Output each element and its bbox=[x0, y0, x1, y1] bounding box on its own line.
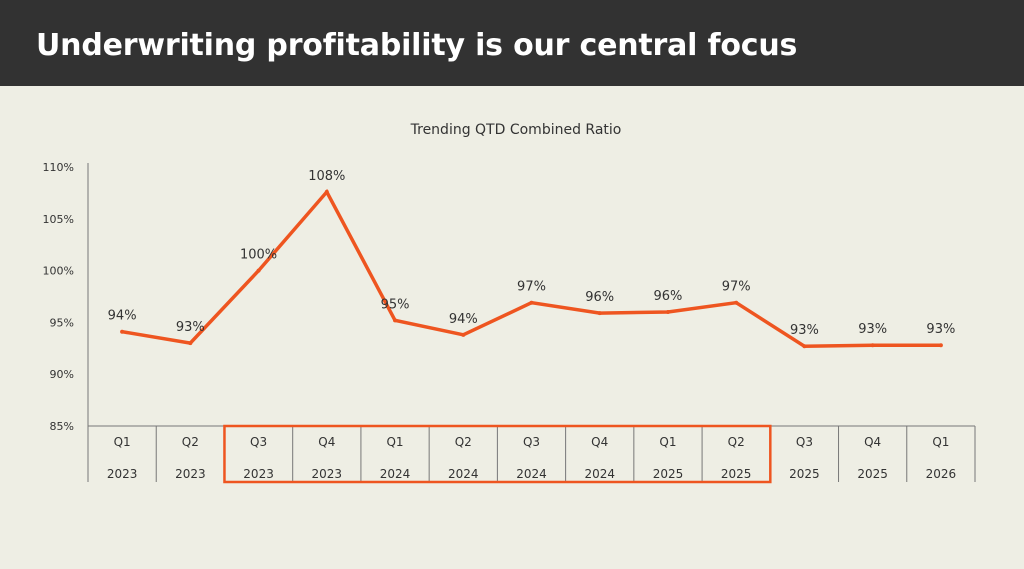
x-tick-quarter: Q2 bbox=[728, 435, 745, 449]
x-tick-year: 2023 bbox=[243, 467, 274, 481]
data-label: 96% bbox=[654, 289, 683, 304]
x-tick-year: 2025 bbox=[857, 467, 888, 481]
slide-title: Underwriting profitability is our centra… bbox=[36, 28, 798, 63]
x-tick-year: 2025 bbox=[721, 467, 752, 481]
data-point bbox=[256, 268, 261, 273]
data-label: 95% bbox=[381, 297, 410, 312]
x-tick-quarter: Q4 bbox=[591, 435, 608, 449]
data-point bbox=[324, 189, 329, 194]
data-label: 94% bbox=[108, 309, 137, 324]
x-tick-year: 2023 bbox=[312, 467, 343, 481]
slide-header: Underwriting profitability is our centra… bbox=[0, 0, 1024, 86]
data-label: 96% bbox=[585, 290, 614, 305]
x-tick-year: 2023 bbox=[107, 467, 138, 481]
data-label: 108% bbox=[308, 169, 345, 184]
x-tick-year: 2025 bbox=[653, 467, 684, 481]
y-tick-label: 100% bbox=[43, 265, 74, 278]
y-tick-label: 90% bbox=[50, 368, 74, 381]
x-tick-quarter: Q1 bbox=[114, 435, 131, 449]
data-point bbox=[529, 300, 534, 305]
data-label: 100% bbox=[240, 248, 277, 263]
x-tick-year: 2026 bbox=[926, 467, 957, 481]
x-tick-year: 2024 bbox=[448, 467, 479, 481]
y-tick-label: 110% bbox=[43, 161, 74, 174]
x-tick-quarter: Q2 bbox=[455, 435, 472, 449]
data-point bbox=[802, 344, 807, 349]
x-tick-year: 2023 bbox=[175, 467, 206, 481]
x-tick-year: 2024 bbox=[584, 467, 615, 481]
data-label: 97% bbox=[517, 280, 546, 295]
y-tick-label: 105% bbox=[43, 213, 74, 226]
x-tick-quarter: Q1 bbox=[386, 435, 403, 449]
data-point bbox=[870, 343, 875, 348]
x-tick-quarter: Q2 bbox=[182, 435, 199, 449]
x-tick-quarter: Q4 bbox=[318, 435, 335, 449]
y-tick-label: 95% bbox=[50, 316, 74, 329]
data-point bbox=[597, 311, 602, 316]
data-label: 94% bbox=[449, 312, 478, 327]
chart-area bbox=[0, 86, 1024, 569]
data-label: 93% bbox=[176, 320, 205, 335]
data-label: 97% bbox=[722, 280, 751, 295]
data-label: 93% bbox=[926, 322, 955, 337]
data-point bbox=[461, 332, 466, 337]
data-point bbox=[393, 318, 398, 323]
data-point bbox=[938, 343, 943, 348]
x-tick-quarter: Q1 bbox=[932, 435, 949, 449]
x-tick-quarter: Q3 bbox=[250, 435, 267, 449]
x-tick-quarter: Q4 bbox=[864, 435, 881, 449]
x-tick-year: 2024 bbox=[516, 467, 547, 481]
highlight-box bbox=[223, 424, 772, 484]
x-tick-quarter: Q1 bbox=[659, 435, 676, 449]
x-tick-quarter: Q3 bbox=[796, 435, 813, 449]
y-tick-label: 85% bbox=[50, 420, 74, 433]
x-tick-year: 2024 bbox=[380, 467, 411, 481]
x-tick-quarter: Q3 bbox=[523, 435, 540, 449]
data-point bbox=[734, 300, 739, 305]
x-tick-year: 2025 bbox=[789, 467, 820, 481]
data-label: 93% bbox=[790, 323, 819, 338]
data-point bbox=[665, 310, 670, 315]
data-point bbox=[120, 329, 125, 334]
chart-title: Trending QTD Combined Ratio bbox=[410, 122, 622, 138]
data-label: 93% bbox=[858, 322, 887, 337]
data-point bbox=[188, 341, 193, 346]
